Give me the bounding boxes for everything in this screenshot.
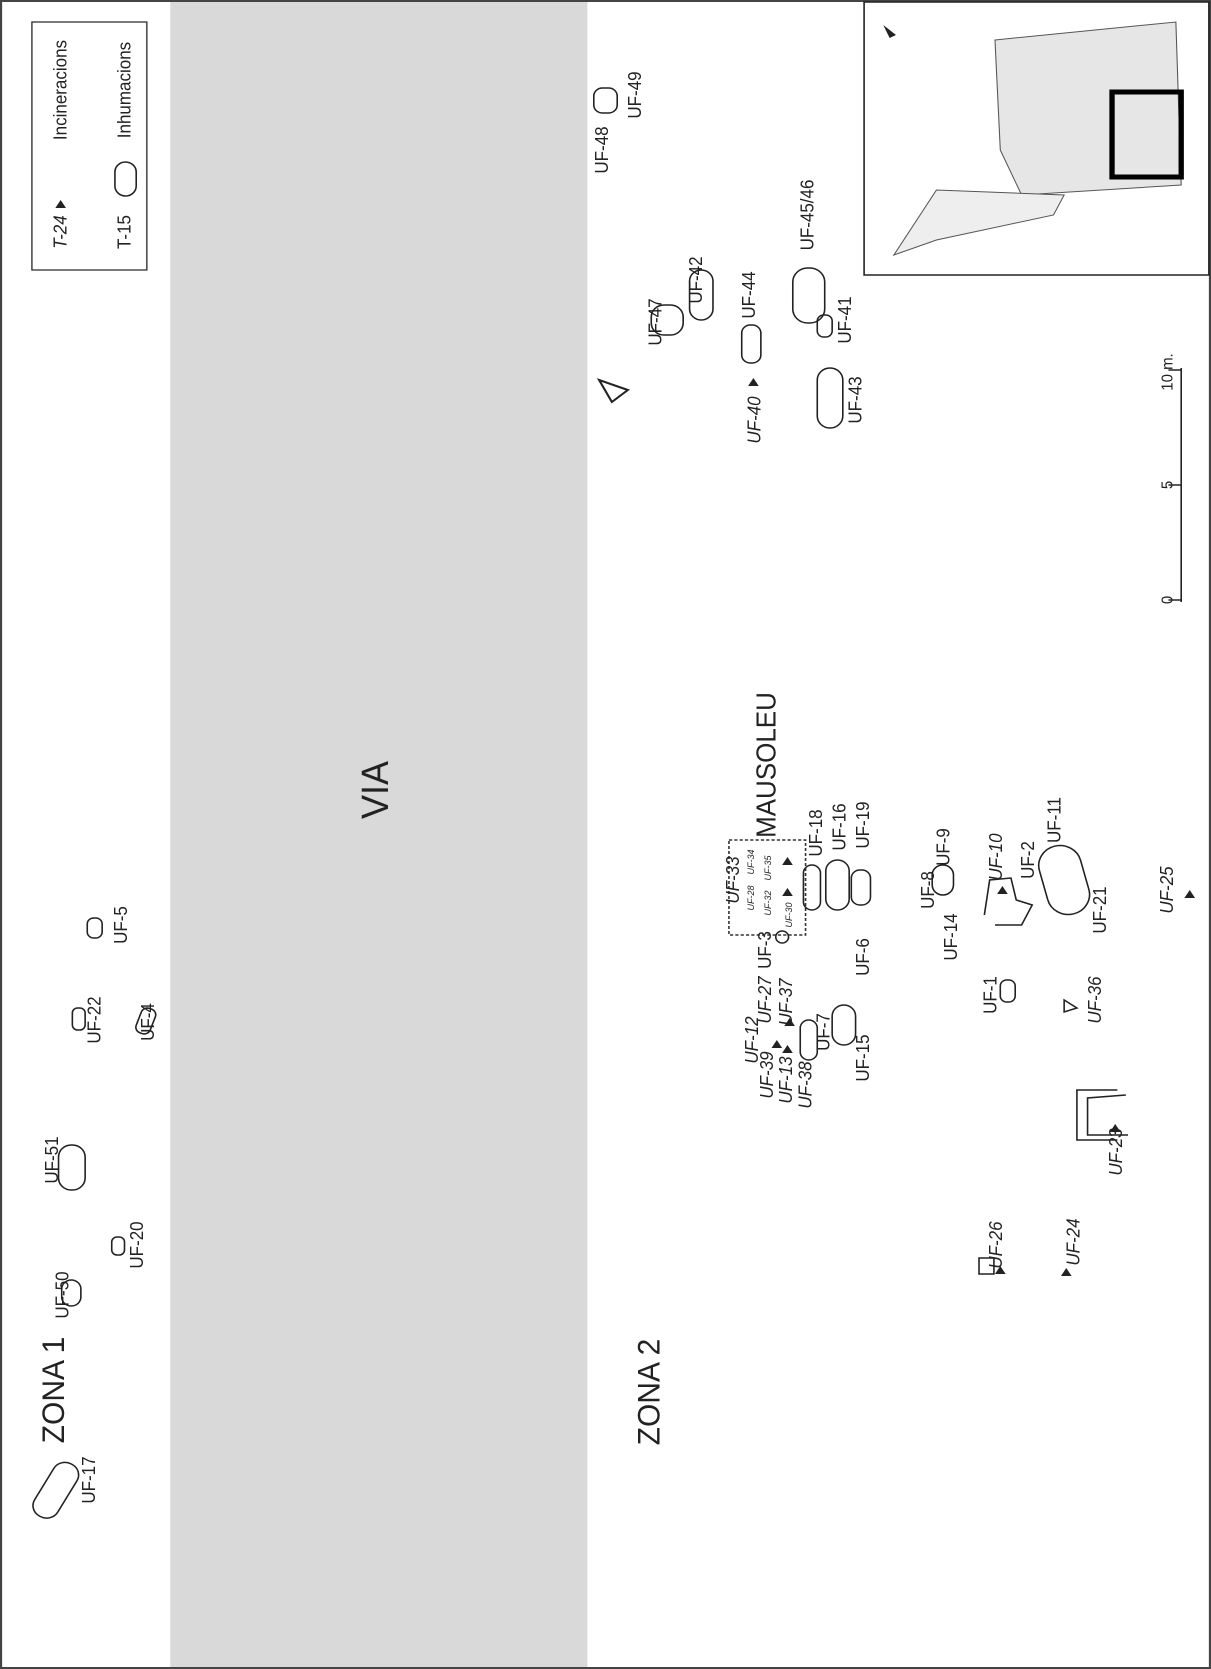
unit-label: UF-15 bbox=[852, 1034, 873, 1081]
unit-label: UF-5 bbox=[111, 906, 132, 944]
scale-label: 10 m. bbox=[1159, 353, 1177, 390]
unit-label: UF-30 bbox=[784, 902, 794, 928]
road-label: VIA bbox=[353, 761, 396, 819]
unit-label: UF-9 bbox=[933, 828, 954, 866]
unit-label: UF-20 bbox=[127, 1221, 148, 1268]
unit-label: UF-3 bbox=[754, 931, 775, 969]
scale-label: 5 bbox=[1159, 481, 1177, 489]
north-arrow bbox=[596, 378, 630, 404]
unit-label: UF-1 bbox=[980, 976, 1001, 1014]
unit-label: UF-37 bbox=[776, 977, 797, 1025]
monument-label: MAUSOLEU bbox=[751, 692, 782, 838]
legend-triangle bbox=[55, 200, 66, 208]
unit-label: UF-8 bbox=[917, 871, 938, 909]
unit-label: UF-27 bbox=[754, 975, 775, 1023]
unit-label: UF-41 bbox=[834, 296, 855, 343]
legend-example: T-24 bbox=[50, 215, 71, 249]
scale-label: 0 bbox=[1159, 596, 1177, 604]
unit-label: UF-4 bbox=[137, 1003, 158, 1041]
unit-label: UF-17 bbox=[79, 1456, 100, 1503]
scale-bar bbox=[1168, 368, 1183, 602]
unit-label: UF-10 bbox=[985, 833, 1006, 880]
unit-label: UF-44 bbox=[739, 271, 760, 318]
legend-box bbox=[31, 21, 148, 271]
unit-label: UF-2 bbox=[1017, 841, 1038, 879]
unit-label: UF-43 bbox=[845, 376, 866, 423]
unit-label: UF-40 bbox=[744, 396, 765, 443]
unit-label: UF-35 bbox=[763, 855, 773, 881]
unit-label: UF-25 bbox=[1157, 866, 1178, 913]
unit-label: UF-48 bbox=[592, 126, 613, 173]
unit-label: UF-50 bbox=[52, 1271, 73, 1318]
legend-example: T-15 bbox=[114, 215, 135, 249]
unit-label: UF-34 bbox=[746, 850, 756, 875]
unit-label: UF-39 bbox=[757, 1051, 778, 1098]
zone-title: ZONA 2 bbox=[631, 1339, 667, 1446]
zone-title: ZONA 1 bbox=[35, 1337, 71, 1444]
unit-label: UF-13 bbox=[776, 1056, 797, 1103]
unit-label: UF-18 bbox=[806, 809, 827, 856]
unit-label: UF-19 bbox=[852, 801, 873, 848]
unit-label: UF-49 bbox=[625, 71, 646, 118]
legend-label: Inhumacions bbox=[114, 42, 135, 139]
unit-label: UF-12 bbox=[742, 1016, 763, 1063]
inset-map bbox=[863, 1, 1210, 276]
unit-label: UF-6 bbox=[852, 938, 873, 976]
unit-label: UF-16 bbox=[829, 803, 850, 850]
unit-label: UF-42 bbox=[685, 256, 706, 303]
unit-label: UF-11 bbox=[1044, 797, 1065, 843]
unit-label: UF-7 bbox=[813, 1013, 834, 1051]
unit-label: UF-24 bbox=[1063, 1218, 1084, 1265]
unit-label: UF-36 bbox=[1084, 976, 1105, 1023]
unit-label: UF-38 bbox=[795, 1061, 816, 1108]
unit-label: UF-33 bbox=[723, 856, 744, 903]
unit-label: UF-23 bbox=[1106, 1128, 1127, 1175]
unit-label: UF-21 bbox=[1090, 886, 1111, 933]
unit-label: UF-51 bbox=[42, 1136, 63, 1183]
unit-label: UF-47 bbox=[645, 298, 666, 345]
via-band bbox=[170, 2, 588, 1667]
legend-oval bbox=[114, 161, 138, 197]
unit-label: UF-26 bbox=[985, 1221, 1006, 1268]
burial-shapes bbox=[32, 87, 1128, 1519]
legend-label: Incineracions bbox=[50, 40, 71, 140]
unit-label: UF-14 bbox=[941, 913, 962, 960]
cremation-markers bbox=[748, 378, 1196, 1276]
unit-label: UF-45/46 bbox=[797, 180, 818, 251]
unit-label: UF-22 bbox=[84, 996, 105, 1043]
unit-label: UF-32 bbox=[763, 890, 773, 916]
unit-label: UF-28 bbox=[746, 885, 756, 911]
